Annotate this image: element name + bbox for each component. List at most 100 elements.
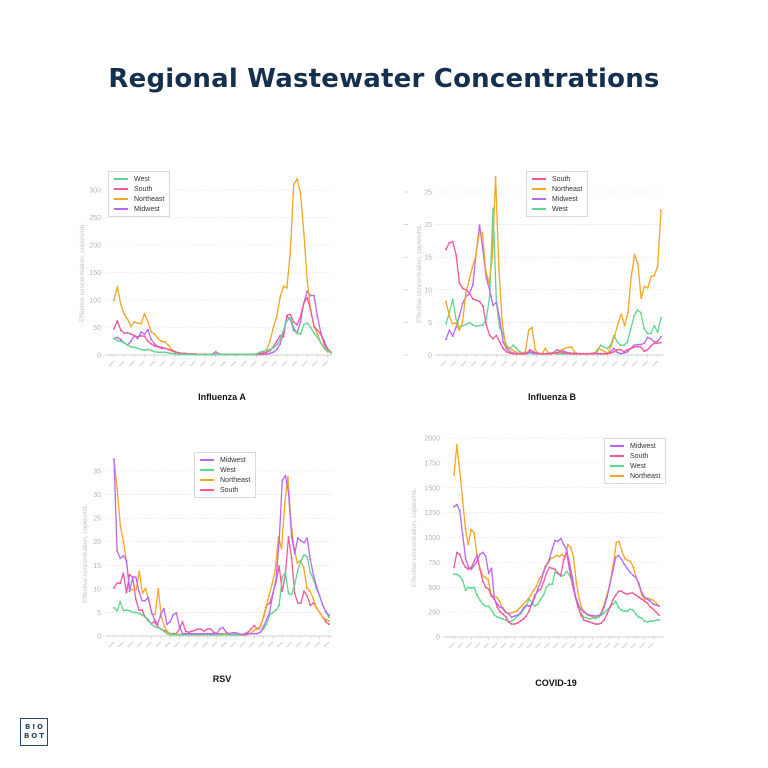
data-point: [649, 598, 652, 601]
data-point: [328, 623, 330, 626]
data-point: [580, 614, 582, 617]
data-point: [284, 474, 287, 477]
data-point: [453, 573, 455, 576]
data-point: [532, 350, 535, 353]
data-point: [591, 614, 594, 617]
x-tick-label: [543, 642, 550, 649]
data-point: [143, 312, 146, 315]
x-tick-label: [189, 360, 196, 367]
data-point: [461, 324, 464, 327]
x-tick-label: [323, 641, 330, 648]
legend-item-south[interactable]: South: [200, 485, 250, 495]
data-point: [565, 548, 568, 551]
legend-item-northeast[interactable]: Northeast: [114, 194, 164, 204]
legend-label: Northeast: [630, 472, 661, 480]
data-point: [184, 632, 187, 635]
data-point: [633, 253, 636, 256]
data-point: [271, 592, 274, 595]
data-point: [652, 608, 655, 611]
data-point: [577, 606, 580, 609]
data-point: [643, 598, 646, 601]
data-point: [286, 475, 289, 478]
x-tick-label: [571, 360, 578, 367]
data-point: [299, 315, 302, 318]
data-point: [218, 627, 221, 630]
data-point: [493, 598, 496, 601]
data-point: [136, 335, 139, 338]
data-point: [156, 623, 159, 626]
legend-item-midwest[interactable]: Midwest: [532, 194, 582, 204]
x-tick-label: [647, 642, 654, 649]
y-tick-label: 750: [428, 560, 440, 567]
data-point: [113, 299, 115, 301]
legend-item-west[interactable]: West: [532, 204, 582, 214]
legend-item-midwest[interactable]: Midwest: [200, 455, 250, 465]
data-point: [306, 594, 309, 597]
data-point: [658, 605, 660, 608]
data-point: [564, 347, 567, 350]
y-tick-label: 35: [93, 469, 101, 476]
data-point: [156, 626, 159, 629]
x-tick-label: [239, 641, 246, 648]
data-point: [476, 594, 479, 597]
data-point: [289, 313, 292, 316]
data-point: [515, 610, 518, 613]
data-point: [252, 353, 254, 356]
x-tick-label: [613, 642, 620, 649]
legend-item-south[interactable]: South: [114, 184, 164, 194]
legend-label: Northeast: [220, 476, 251, 484]
legend-item-south[interactable]: South: [610, 451, 660, 461]
x-tick-label: [108, 641, 115, 648]
data-point: [292, 329, 295, 332]
data-point: [515, 347, 518, 350]
data-point: [473, 564, 476, 567]
data-point: [201, 353, 204, 356]
data-point: [617, 590, 620, 593]
data-point: [552, 352, 555, 354]
data-point: [125, 591, 128, 594]
data-point: [255, 352, 258, 355]
data-point: [649, 600, 652, 603]
data-point: [299, 191, 302, 194]
legend-item-northeast[interactable]: Northeast: [532, 184, 582, 194]
legend-item-west[interactable]: West: [200, 465, 250, 475]
data-point: [623, 350, 625, 353]
x-tick-label: [139, 360, 145, 367]
data-point: [620, 609, 623, 612]
data-point: [128, 590, 131, 593]
data-point: [258, 627, 261, 630]
legend-swatch: [532, 208, 546, 210]
legend-item-south[interactable]: South: [532, 174, 582, 184]
data-point: [194, 353, 197, 356]
legend-item-midwest[interactable]: Midwest: [114, 204, 164, 214]
data-point: [632, 566, 635, 569]
data-point: [623, 557, 626, 560]
data-point: [309, 308, 312, 311]
data-point: [323, 343, 326, 345]
data-point: [513, 623, 516, 626]
data-point: [455, 551, 458, 554]
x-tick-label: [526, 642, 533, 649]
data-point: [539, 598, 542, 601]
data-point: [147, 618, 150, 621]
x-tick-label: [460, 360, 467, 367]
x-tick-label: [587, 642, 594, 649]
legend-item-west[interactable]: West: [114, 174, 164, 184]
data-point: [126, 332, 129, 334]
data-point: [613, 334, 616, 337]
data-point: [499, 606, 502, 609]
legend-item-northeast[interactable]: Northeast: [200, 475, 250, 485]
data-point: [275, 315, 278, 318]
legend-item-midwest[interactable]: Midwest: [610, 441, 660, 451]
data-point: [146, 328, 149, 331]
data-point: [516, 614, 519, 617]
legend-item-west[interactable]: West: [610, 461, 660, 471]
data-point: [476, 554, 479, 557]
data-point: [588, 614, 591, 617]
legend-swatch: [114, 208, 128, 210]
legend-item-northeast[interactable]: Northeast: [610, 471, 660, 481]
y-tick-label: 250: [428, 610, 440, 617]
data-point: [296, 536, 299, 539]
data-point: [591, 622, 594, 625]
data-point: [487, 578, 490, 581]
